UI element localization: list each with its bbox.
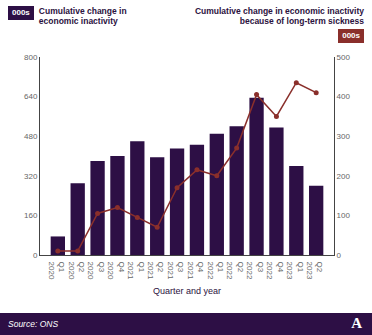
svg-text:640: 640 — [24, 92, 38, 101]
svg-text:0: 0 — [337, 251, 342, 260]
svg-text:Q12022: Q12022 — [206, 262, 225, 280]
svg-text:Q32022: Q32022 — [245, 262, 264, 280]
html-text:Cumulative change in economic: Cumulative change in economic inactivity… — [194, 6, 364, 26]
svg-text:Q22021: Q22021 — [146, 262, 165, 280]
svg-text:Q42020: Q42020 — [106, 262, 125, 280]
svg-text:Q42021: Q42021 — [186, 262, 205, 280]
svg-text:400: 400 — [337, 92, 351, 101]
svg-text:Q42022: Q42022 — [265, 262, 284, 280]
svg-text:320: 320 — [24, 172, 38, 181]
svg-text:Q12020: Q12020 — [47, 262, 66, 280]
svg-text:100: 100 — [337, 211, 351, 220]
svg-text:160: 160 — [24, 211, 38, 220]
svg-text:480: 480 — [24, 132, 38, 141]
html-text:Source: ONS: Source: ONS — [8, 319, 59, 329]
svg-text:300: 300 — [337, 132, 351, 141]
svg-text:Q22022: Q22022 — [225, 262, 244, 280]
svg-text:Q32020: Q32020 — [86, 262, 105, 280]
html-text:A: A — [351, 315, 362, 331]
svg-text:Quarter and year: Quarter and year — [153, 286, 221, 296]
html-text:Cumulative change in economic: Cumulative change in economic inactivity — [38, 6, 127, 26]
svg-text:Q12023: Q12023 — [285, 262, 304, 280]
html-text:000s: 000s — [342, 31, 360, 40]
svg-text:Q32021: Q32021 — [166, 262, 185, 280]
svg-text:500: 500 — [337, 53, 351, 62]
svg-text:200: 200 — [337, 172, 351, 181]
svg-text:Q22020: Q22020 — [67, 262, 86, 280]
svg-text:0: 0 — [33, 251, 38, 260]
svg-text:800: 800 — [24, 53, 38, 62]
svg-text:Q12021: Q12021 — [126, 262, 145, 280]
html-text:000s: 000s — [12, 8, 30, 17]
svg-text:Q22023: Q22023 — [305, 262, 324, 280]
